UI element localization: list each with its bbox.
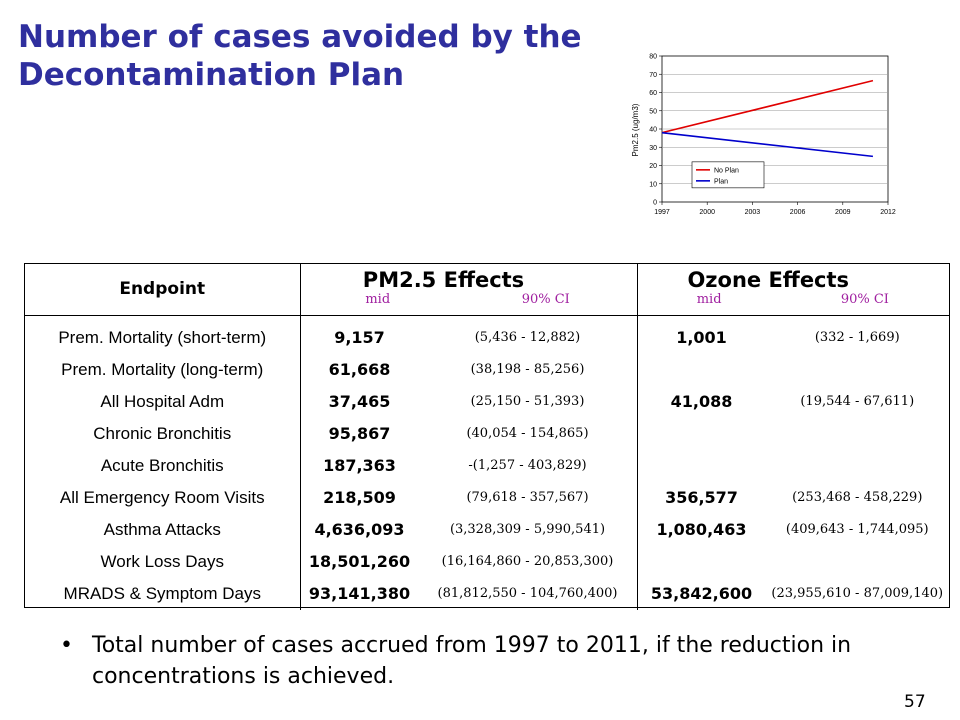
- table-row-pm25: 187,363 -(1,257 - 403,829): [301, 450, 637, 482]
- table-row-endpoint: Acute Bronchitis: [100, 455, 224, 475]
- table-row-endpoint: MRADS & Symptom Days: [63, 583, 261, 603]
- ozone-ci-label: 90% CI: [840, 292, 889, 307]
- table-row-endpoint: Chronic Bronchitis: [93, 423, 232, 443]
- cases-avoided-table: Endpoint PM2.5 Effects mid 90% CI Ozone E…: [24, 263, 950, 610]
- y-tick-label: 0: [653, 200, 657, 207]
- table-row-endpoint: Asthma Attacks: [103, 519, 221, 539]
- table-row-ozone: 356,577 (253,468 - 458,229): [638, 482, 950, 514]
- pm25-ci-value: -(1,257 - 403,829): [468, 458, 587, 473]
- pm25-ci-value: (3,328,309 - 5,990,541): [449, 522, 606, 537]
- table-row-ozone: [638, 354, 950, 386]
- table-row-endpoint: Prem. Mortality (long-term): [61, 359, 264, 379]
- y-tick-label: 50: [649, 108, 657, 115]
- y-tick-label: 80: [649, 54, 657, 61]
- table-row-endpoint: All Hospital Adm: [100, 391, 225, 411]
- y-tick-label: 20: [649, 163, 657, 170]
- table-row-pm25: 18,501,260 (16,164,860 - 20,853,300): [301, 546, 637, 578]
- endpoint-column: Prem. Mortality (short-term) Prem. Morta…: [25, 315, 301, 610]
- legend-box: [691, 161, 765, 189]
- table-row-ozone: [638, 418, 950, 450]
- x-tick-label: 2006: [790, 209, 806, 216]
- ozone-mid-value: 53,842,600: [650, 584, 753, 603]
- ozone-mid-label: mid: [696, 292, 722, 307]
- ozone-mid-value: 1,001: [676, 328, 727, 347]
- table-row-pm25: 9,157 (5,436 - 12,882): [301, 322, 637, 354]
- pm25-ci-value: (25,150 - 51,393): [470, 394, 585, 409]
- legend-label: Plan: [714, 178, 728, 185]
- table-row-endpoint: Work Loss Days: [100, 551, 224, 571]
- title-line-2: Decontamination Plan: [18, 57, 405, 93]
- title-line-1: Number of cases avoided by the: [18, 19, 582, 55]
- table-row-pm25: 37,465 (25,150 - 51,393): [301, 386, 637, 418]
- pm25-ci-value: (81,812,550 - 104,760,400): [437, 586, 618, 601]
- pm25-mid-label: mid: [365, 292, 391, 307]
- legend-label: No Plan: [714, 167, 739, 174]
- series-line-no-plan: [661, 79, 874, 134]
- table-row-endpoint: Prem. Mortality (short-term): [58, 327, 267, 347]
- bullet-marker: •: [60, 633, 73, 658]
- pm25-mid-value: 93,141,380: [308, 584, 411, 603]
- pm25-mid-value: 187,363: [323, 456, 396, 475]
- table-row-pm25: 93,141,380 (81,812,550 - 104,760,400): [301, 578, 637, 610]
- pm25-mid-value: 95,867: [328, 424, 391, 443]
- chart-svg: Pm2.5 (ug/m3) 0 10 20 30 40 50 60 70 80 1997 2000 2…: [631, 54, 896, 217]
- table-row-pm25: 61,668 (38,198 - 85,256): [301, 354, 637, 386]
- table-row-pm25: 218,509 (79,618 - 357,567): [301, 482, 637, 514]
- y-tick-label: 40: [649, 127, 657, 134]
- pm25-mid-value: 37,465: [328, 392, 391, 411]
- pm25-header: PM2.5 Effects: [362, 268, 525, 292]
- table-row-ozone: [638, 450, 950, 482]
- x-tick-label: 2000: [699, 209, 715, 216]
- x-tick-label: 2012: [880, 209, 896, 216]
- pm25-mid-value: 61,668: [328, 360, 391, 379]
- ozone-ci-value: (253,468 - 458,229): [792, 490, 923, 505]
- pm25-ci-value: (16,164,860 - 20,853,300): [441, 554, 614, 569]
- pm25-mid-value: 4,636,093: [314, 520, 405, 539]
- pm25-ci-value: (38,198 - 85,256): [470, 362, 585, 377]
- slide-title: Number of cases avoided by the Decontami…: [18, 18, 628, 94]
- pm25-ci-value: (40,054 - 154,865): [466, 426, 589, 441]
- pm25-header-cell: PM2.5 Effects mid 90% CI: [300, 264, 638, 316]
- ozone-ci-value: (409,643 - 1,744,095): [785, 522, 929, 537]
- ozone-column: 1,001 (332 - 1,669) 41,088 (19,544 - 67,61…: [637, 315, 949, 610]
- pm25-line-chart: Pm2.5 (ug/m3) 0 10 20 30 40 50 60 70 80 1997 2000 2…: [626, 48, 910, 220]
- bullet-text: Total number of cases accrued from 1997 …: [92, 633, 852, 689]
- ozone-ci-value: (332 - 1,669): [814, 330, 900, 345]
- endpoint-header: Endpoint: [25, 264, 301, 316]
- pm25-mid-value: 218,509: [323, 488, 396, 507]
- page-number: 57: [904, 692, 926, 712]
- table-row-ozone: 1,001 (332 - 1,669): [638, 322, 950, 354]
- pm25-ci-label: 90% CI: [521, 292, 570, 307]
- table-row-endpoint: All Emergency Room Visits: [59, 487, 265, 507]
- x-tick-label: 2003: [745, 209, 761, 216]
- ozone-mid-value: 1,080,463: [656, 520, 747, 539]
- pm25-ci-value: (79,618 - 357,567): [466, 490, 589, 505]
- pm25-mid-value: 9,157: [334, 328, 385, 347]
- x-tick-label: 1997: [654, 209, 670, 216]
- pm25-mid-value: 18,501,260: [308, 552, 411, 571]
- pm25-ci-value: (5,436 - 12,882): [474, 330, 581, 345]
- pm25-column: 9,157 (5,436 - 12,882) 61,668 (38,198 - 85…: [300, 315, 638, 610]
- ozone-header-cell: Ozone Effects mid 90% CI: [637, 264, 949, 316]
- y-tick-label: 30: [649, 145, 657, 152]
- summary-bullet: • Total number of cases accrued from 199…: [60, 630, 930, 692]
- y-tick-label: 60: [649, 90, 657, 97]
- ozone-mid-value: 356,577: [665, 488, 738, 507]
- y-axis-label: Pm2.5 (ug/m3): [631, 103, 640, 156]
- ozone-mid-value: 41,088: [670, 392, 733, 411]
- table-row-ozone: [638, 546, 950, 578]
- table-row-ozone: 1,080,463 (409,643 - 1,744,095): [638, 514, 950, 546]
- ozone-header: Ozone Effects: [687, 268, 850, 292]
- y-tick-label: 70: [649, 72, 657, 79]
- y-tick-label: 10: [649, 181, 657, 188]
- table-row-ozone: 41,088 (19,544 - 67,611): [638, 386, 950, 418]
- x-tick-label: 2009: [835, 209, 851, 216]
- table-row-pm25: 95,867 (40,054 - 154,865): [301, 418, 637, 450]
- ozone-ci-value: (19,544 - 67,611): [800, 394, 915, 409]
- ozone-ci-value: (23,955,610 - 87,009,140): [771, 586, 944, 601]
- series-line-plan: [661, 131, 874, 158]
- table-row-pm25: 4,636,093 (3,328,309 - 5,990,541): [301, 514, 637, 546]
- table-row-ozone: 53,842,600 (23,955,610 - 87,009,140): [638, 578, 950, 610]
